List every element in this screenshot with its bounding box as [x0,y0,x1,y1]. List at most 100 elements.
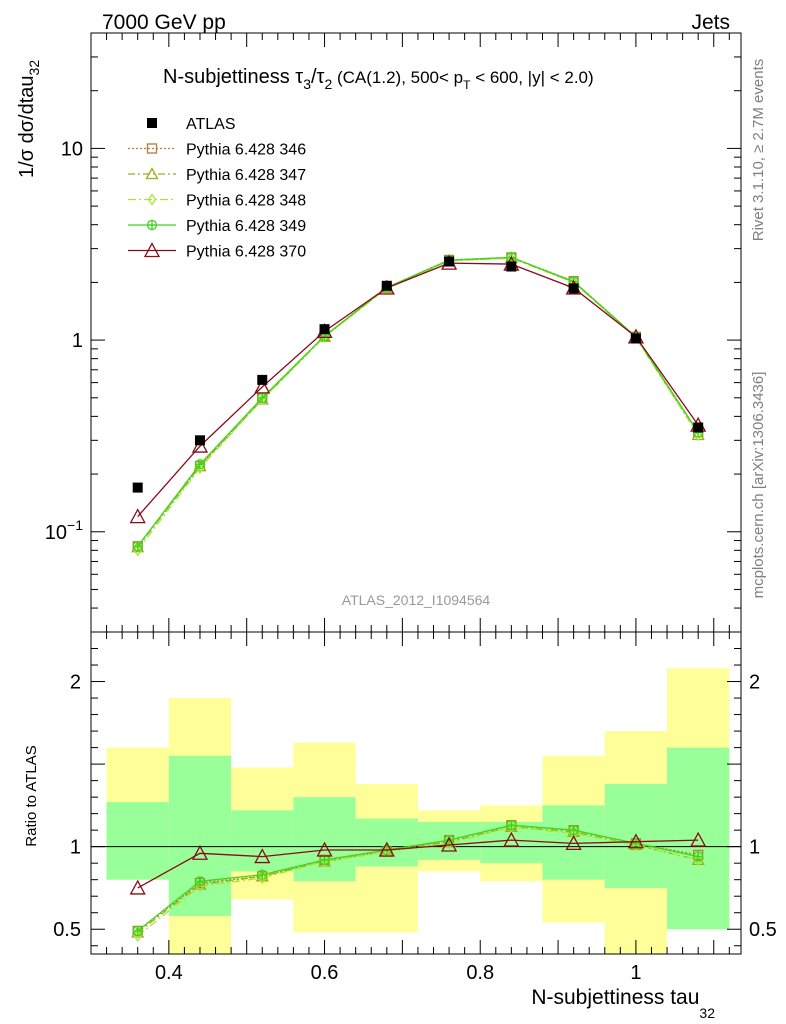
x-tick-label: 0.4 [155,962,183,984]
atlas-data-point [630,333,641,344]
atlas-data-point [257,374,268,385]
main-series-line-3 [137,257,699,551]
ratio-y-tick-label-right: 0.5 [749,919,777,941]
ratio-band-inner [231,810,294,872]
plot-title-tau3: τ [295,66,303,88]
ratio-uncertainty-bands [106,668,730,954]
main-series-marker-4 [257,392,268,403]
ratio-series-marker-4 [693,851,704,862]
ratio-band-inner [293,797,356,882]
ratio-series-marker-5 [254,848,271,864]
legend-label-4: Pythia 6.428 349 [186,218,306,235]
ratio-series-marker-5 [627,833,644,849]
main-y-axis-label: 1/σ dσ/dtau32 [16,60,42,178]
legend-atlas-label: ATLAS [186,116,236,133]
main-series-line-1 [137,256,699,547]
main-watermark: ATLAS_2012_I1094564 [342,592,491,608]
ratio-series-marker-5 [129,879,146,895]
atlas-data-point [194,435,205,446]
main-series-marker-3 [320,330,329,343]
legend-marker-4 [146,219,158,231]
ratio-y-tick-label-right: 2 [749,672,760,694]
plot-title-tau2: τ [317,66,325,88]
main-series-marker-5 [254,378,271,394]
plot-title-sub2: 2 [324,76,332,92]
ratio-band-inner [667,747,730,930]
main-series-marker-3 [693,428,703,442]
main-y-tick-label: 10−1 [45,517,83,544]
ratio-series-marker-5 [503,831,520,847]
plot-title-slash: / [311,66,317,88]
atlas-data-point [319,324,330,335]
atlas-data-point [132,482,143,493]
ratio-y-tick-label-left: 0.5 [53,919,81,941]
ratio-series-line-5 [137,839,699,889]
main-y-tick-label: 10 [61,138,83,160]
legend-label-2: Pythia 6.428 347 [186,167,306,184]
main-series-marker-4 [132,541,143,552]
ratio-series-marker-5 [191,844,209,860]
ratio-series-marker-4 [319,854,330,866]
ratio-frame [90,631,742,955]
ratio-series-marker-2 [131,925,145,938]
main-y-tick-label-exp: −1 [67,517,83,533]
ratio-series-marker-5 [690,831,707,847]
main-series-line-5 [137,262,699,518]
ratio-series-marker-4 [257,869,268,880]
legend-marker-3 [147,193,157,206]
atlas-data-point [444,256,455,267]
atlas-data-point [693,422,704,433]
ratio-series-line-1 [137,824,699,932]
x-axis-label: N-subjettiness tau32 [531,986,715,1021]
main-series-marker-5 [191,437,209,453]
ratio-series-marker-3 [133,929,143,942]
main-y-tick-label: 1 [72,330,83,352]
x-axis-label-text: N-subjettiness tau [531,986,699,1009]
main-series-marker-2 [193,459,207,472]
ratio-series-marker-5 [378,841,395,857]
plot-title: N-subjettiness τ3/τ2 (CA(1.2), 500< pT <… [163,66,594,92]
legend-label-3: Pythia 6.428 348 [186,193,306,210]
ratio-y-tick-label-left: 2 [70,672,81,694]
ratio-y-tick-label-left: 1 [70,837,81,859]
legend-label-1: Pythia 6.428 346 [186,142,306,159]
main-series-line-4 [137,256,699,547]
x-tick-label: 0.8 [466,962,494,984]
atlas-data-point [568,283,579,294]
header-process-label: Jets [691,11,730,34]
plot-title-cond2: < 600, |y| < 2.0) [470,68,593,87]
main-series-marker-5 [129,508,146,524]
legend: ATLAS Pythia 6.428 346 Pythia 6.428 347 Pyt… [128,116,306,261]
ratio-series-marker-3 [257,871,267,885]
ratio-series-marker-4 [132,925,143,937]
main-series-marker-4 [194,459,206,470]
ratio-series-layer [129,820,707,942]
main-series-line-2 [137,257,699,548]
ratio-series-marker-3 [195,880,205,893]
x-tick-label: 0.6 [311,962,339,984]
legend-marker-5 [143,242,161,258]
plot-title-subT: T [463,78,471,92]
ratio-y-axis-label: Ratio to ATLAS [23,745,40,846]
ratio-series-line-2 [137,826,699,934]
main-y-axis-label-sub: 32 [26,60,42,76]
x-tick-label: 1 [630,962,641,984]
ratio-series-marker-5 [565,834,582,851]
ratio-series-line-3 [137,826,699,937]
plot-title-sub3: 3 [303,76,311,92]
ratio-series-marker-4 [568,825,579,836]
main-y-tick-label-base: 10 [45,522,67,544]
main-series-layer [129,251,707,557]
ratio-series-marker-3 [693,853,703,867]
plot-title-cond1: (CA(1.2), 500< p [332,68,463,87]
ratio-y-tick-label-right: 1 [749,837,760,859]
ratio-plot-panel: 2 2 1 1 0.5 0.5 0.4 0.6 0.8 1 Ratio to ATLAS N-su… [23,631,777,1021]
plot-title-prefix: N-subjettiness [163,66,295,88]
main-y-axis-label-text: 1/σ dσ/dtau [16,75,38,178]
main-series-marker-3 [133,544,143,557]
mcplots-source-label: mcplots.cern.ch [arXiv:1306.3436] [750,372,767,599]
atlas-data-point [506,261,517,272]
header-energy-label: 7000 GeV pp [102,11,226,34]
